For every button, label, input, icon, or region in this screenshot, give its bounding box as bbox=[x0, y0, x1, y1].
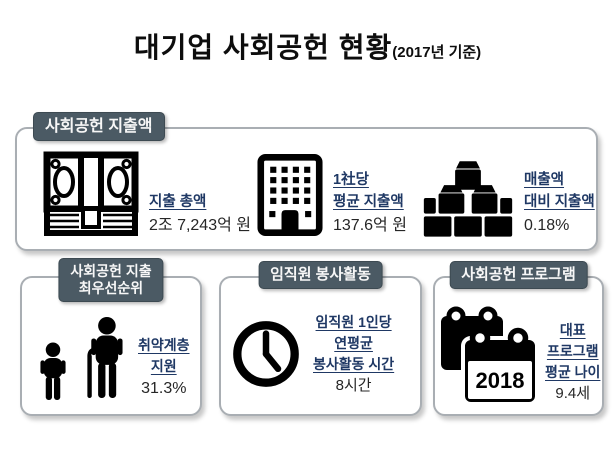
calendar-year-label: 2018 bbox=[476, 368, 525, 393]
volunteer-value: 8시간 bbox=[335, 377, 372, 394]
spending-item-total: 지출 총액 2조 7,243억 원 bbox=[43, 151, 251, 237]
spending-item-label: 1社당 bbox=[333, 172, 369, 189]
priority-label: 취약계층 bbox=[138, 336, 190, 353]
program-value: 9.4세 bbox=[555, 384, 591, 402]
elderly-person-icon bbox=[78, 316, 128, 400]
money-pyramid-icon bbox=[422, 159, 514, 237]
money-stack-icon bbox=[43, 151, 139, 237]
program-section-box: 사회공헌 프로그램 2018 대표 프로그램 평균 나이 9.4세 bbox=[433, 261, 604, 416]
volunteer-label: 임직원 1인당 bbox=[315, 314, 392, 330]
page-title-sub: (2017년 기준) bbox=[392, 44, 482, 61]
spending-item-ratio-text: 매출액 대비 지출액 0.18% bbox=[524, 170, 595, 237]
spending-item-ratio: 매출액 대비 지출액 0.18% bbox=[422, 159, 595, 237]
page-title-main: 대기업 사회공헌 현황 bbox=[133, 32, 393, 63]
program-label: 대표 bbox=[559, 321, 586, 338]
spending-item-value: 2조 7,243억 원 bbox=[149, 216, 251, 234]
volunteer-label: 봉사활동 시간 bbox=[313, 356, 395, 372]
volunteer-section-box: 임직원 봉사활동 임직원 1인당 연평균 봉사활동 시간 8시간 bbox=[219, 261, 422, 416]
building-icon bbox=[257, 153, 323, 237]
priority-content: 취약계층 지원 31.3% bbox=[36, 316, 190, 400]
spending-item-label: 대비 지출액 bbox=[524, 194, 595, 211]
priority-label: 지원 bbox=[150, 357, 177, 374]
priority-value: 31.3% bbox=[141, 379, 187, 397]
spending-item-label: 평균 지출액 bbox=[333, 194, 404, 211]
program-section-tab: 사회공헌 프로그램 bbox=[449, 261, 588, 289]
spending-item-average-text: 1社당 평균 지출액 137.6억 원 bbox=[333, 170, 407, 237]
priority-section-tab: 사회공헌 지출 최우선순위 bbox=[58, 258, 164, 302]
spending-section-tab: 사회공헌 지출액 bbox=[33, 112, 165, 142]
calendar-icon: 2018 bbox=[439, 306, 539, 412]
spending-section-box: 사회공헌 지출액 지출 총액 bbox=[15, 112, 598, 251]
spending-item-value: 137.6억 원 bbox=[333, 216, 407, 234]
program-label: 프로그램 bbox=[546, 342, 599, 359]
volunteer-text: 임직원 1인당 연평균 봉사활동 시간 8시간 bbox=[313, 312, 394, 397]
spending-item-average: 1社당 평균 지출액 137.6억 원 bbox=[257, 153, 407, 237]
spending-item-label: 지출 총액 bbox=[149, 194, 207, 211]
child-icon bbox=[36, 342, 70, 400]
spending-item-total-text: 지출 총액 2조 7,243억 원 bbox=[149, 192, 251, 237]
program-content: 2018 대표 프로그램 평균 나이 9.4세 bbox=[439, 294, 600, 412]
clock-icon bbox=[229, 317, 303, 391]
priority-tab-line: 최우선순위 bbox=[78, 279, 144, 296]
priority-text: 취약계층 지원 31.3% bbox=[138, 335, 190, 400]
spending-item-label: 매출액 bbox=[524, 172, 565, 189]
volunteer-label: 연평균 bbox=[334, 335, 373, 351]
volunteer-section-tab: 임직원 봉사활동 bbox=[258, 261, 383, 289]
priority-section-box: 사회공헌 지출 최우선순위 bbox=[20, 258, 202, 416]
program-label: 평균 나이 bbox=[545, 363, 601, 380]
spending-item-value: 0.18% bbox=[524, 216, 570, 234]
priority-tab-line: 사회공헌 지출 bbox=[70, 263, 152, 279]
page-title: 대기업 사회공헌 현황(2017년 기준) bbox=[0, 26, 615, 66]
volunteer-content: 임직원 1인당 연평균 봉사활동 시간 8시간 bbox=[229, 312, 394, 397]
program-text: 대표 프로그램 평균 나이 9.4세 bbox=[545, 294, 600, 412]
